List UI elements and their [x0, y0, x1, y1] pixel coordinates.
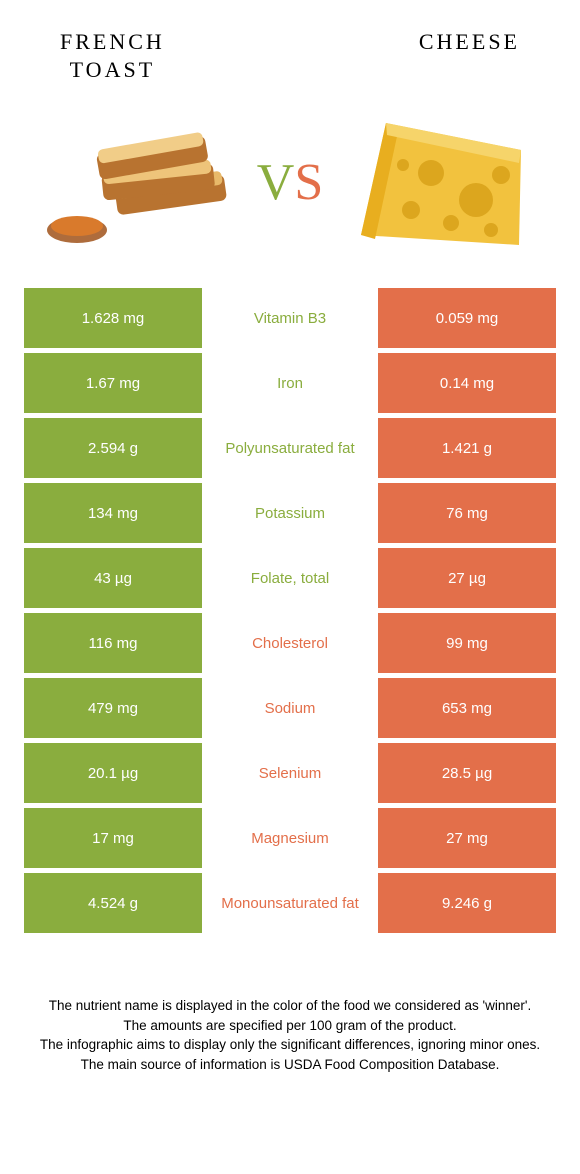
footer-notes: The nutrient name is displayed in the co… [0, 956, 580, 1100]
right-value: 99 mg [378, 613, 556, 673]
nutrient-label: Magnesium [202, 808, 378, 868]
right-food-title: CHEESE [419, 28, 520, 83]
left-value: 2.594 g [24, 418, 202, 478]
left-value: 1.67 mg [24, 353, 202, 413]
table-row: 17 mgMagnesium27 mg [24, 808, 556, 868]
left-value: 479 mg [24, 678, 202, 738]
footer-line: The main source of information is USDA F… [26, 1055, 554, 1075]
right-value: 27 mg [378, 808, 556, 868]
table-row: 479 mgSodium653 mg [24, 678, 556, 738]
nutrient-label: Cholesterol [202, 613, 378, 673]
nutrient-label: Folate, total [202, 548, 378, 608]
footer-line: The amounts are specified per 100 gram o… [26, 1016, 554, 1036]
table-row: 134 mgPotassium76 mg [24, 483, 556, 543]
footer-line: The nutrient name is displayed in the co… [26, 996, 554, 1016]
right-value: 653 mg [378, 678, 556, 738]
table-row: 2.594 gPolyunsaturated fat1.421 g [24, 418, 556, 478]
table-row: 1.628 mgVitamin B30.059 mg [24, 288, 556, 348]
left-value: 1.628 mg [24, 288, 202, 348]
left-value: 116 mg [24, 613, 202, 673]
comparison-table: 1.628 mgVitamin B30.059 mg1.67 mgIron0.1… [0, 288, 580, 956]
vs-label: VS [257, 153, 323, 212]
nutrient-label: Iron [202, 353, 378, 413]
table-row: 20.1 µgSelenium28.5 µg [24, 743, 556, 803]
nutrient-label: Potassium [202, 483, 378, 543]
left-value: 43 µg [24, 548, 202, 608]
left-value: 134 mg [24, 483, 202, 543]
footer-line: The infographic aims to display only the… [26, 1035, 554, 1055]
table-row: 116 mgCholesterol99 mg [24, 613, 556, 673]
header: FRENCH TOAST CHEESE [0, 0, 580, 93]
right-value: 0.059 mg [378, 288, 556, 348]
nutrient-label: Vitamin B3 [202, 288, 378, 348]
vs-v: V [257, 154, 295, 211]
french-toast-image [39, 105, 239, 260]
left-value: 20.1 µg [24, 743, 202, 803]
cheese-image [341, 105, 541, 260]
table-row: 4.524 gMonounsaturated fat9.246 g [24, 873, 556, 933]
right-value: 9.246 g [378, 873, 556, 933]
nutrient-label: Sodium [202, 678, 378, 738]
left-food-title: FRENCH TOAST [60, 28, 165, 83]
nutrient-label: Selenium [202, 743, 378, 803]
right-value: 0.14 mg [378, 353, 556, 413]
vs-s: S [294, 154, 323, 211]
right-value: 76 mg [378, 483, 556, 543]
table-row: 1.67 mgIron0.14 mg [24, 353, 556, 413]
right-value: 27 µg [378, 548, 556, 608]
left-value: 4.524 g [24, 873, 202, 933]
nutrient-label: Polyunsaturated fat [202, 418, 378, 478]
left-value: 17 mg [24, 808, 202, 868]
nutrient-label: Monounsaturated fat [202, 873, 378, 933]
table-row: 43 µgFolate, total27 µg [24, 548, 556, 608]
right-value: 1.421 g [378, 418, 556, 478]
images-row: VS [0, 93, 580, 288]
right-value: 28.5 µg [378, 743, 556, 803]
infographic-container: FRENCH TOAST CHEESE [0, 0, 580, 1100]
